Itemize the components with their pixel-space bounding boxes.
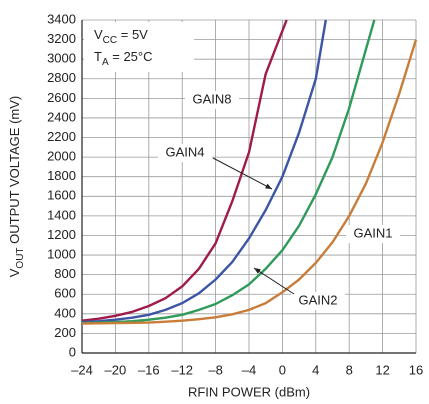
x-tick-label: –12 xyxy=(171,362,193,377)
x-axis-label: RFIN POWER (dBm) xyxy=(188,384,310,399)
y-tick-label: 3400 xyxy=(47,11,76,26)
y-tick-label: 2000 xyxy=(47,149,76,164)
y-tick-label: 1200 xyxy=(47,227,76,242)
y-tick-label: 1800 xyxy=(47,168,76,183)
arrow-head xyxy=(254,268,261,274)
x-tick-label: 0 xyxy=(279,362,286,377)
y-axis-label-main: V xyxy=(7,268,22,277)
y-tick-label: 1400 xyxy=(47,207,76,222)
y-tick-label: 600 xyxy=(54,286,76,301)
annotation-bg xyxy=(84,22,194,72)
x-tick-label: –16 xyxy=(138,362,160,377)
arrow-head xyxy=(265,183,272,189)
line-series xyxy=(81,39,418,325)
label-bg xyxy=(346,225,400,243)
annotation: TA = 25°C xyxy=(94,49,153,67)
label-bg xyxy=(185,91,239,109)
series-label: GAIN4 xyxy=(165,144,204,159)
y-tick-label: 3000 xyxy=(47,51,76,66)
y-axis-label-sub: OUT xyxy=(15,247,26,268)
y-tick-label: 1600 xyxy=(47,188,76,203)
y-tick-label: 2600 xyxy=(47,90,76,105)
x-tick-label: 4 xyxy=(312,362,319,377)
annotation-main: V xyxy=(94,27,103,42)
annotation: VCC = 5V xyxy=(94,27,148,45)
x-tick-label: 12 xyxy=(375,362,389,377)
x-tick-label: 16 xyxy=(409,362,423,377)
y-tick-label: 400 xyxy=(54,305,76,320)
y-tick-label: 2800 xyxy=(47,70,76,85)
line-series xyxy=(81,19,376,325)
line-series xyxy=(81,19,327,324)
y-axis-label-rest: OUTPUT VOLTAGE (mV) xyxy=(7,96,22,248)
x-tick-label: –8 xyxy=(208,362,222,377)
y-tick-label: 200 xyxy=(54,325,76,340)
annotation-sub: CC xyxy=(103,35,117,46)
y-axis-label: VOUT OUTPUT VOLTAGE (mV) xyxy=(7,96,25,277)
label-bg xyxy=(158,144,212,162)
series-label: GAIN2 xyxy=(298,292,337,307)
x-tick-label: –4 xyxy=(242,362,256,377)
y-tick-label: 800 xyxy=(54,266,76,281)
y-tick-label: 3200 xyxy=(47,31,76,46)
x-tick-label: –20 xyxy=(105,362,127,377)
label-bg xyxy=(291,292,345,310)
arrow-line xyxy=(212,157,273,190)
y-tick-label: 0 xyxy=(69,344,76,359)
y-tick-label: 1000 xyxy=(47,246,76,261)
arrow-line xyxy=(253,267,295,295)
y-tick-label: 2400 xyxy=(47,109,76,124)
series-label: GAIN8 xyxy=(192,91,231,106)
annotation-rest: = 25°C xyxy=(109,49,153,64)
annotation-rest: = 5V xyxy=(117,27,148,42)
series-label: GAIN1 xyxy=(353,225,392,240)
x-tick-label: 8 xyxy=(346,362,353,377)
annotation-main: T xyxy=(94,49,102,64)
annotation-sub: A xyxy=(102,57,109,68)
line-series xyxy=(81,19,288,322)
x-tick-label: –24 xyxy=(71,362,93,377)
y-tick-label: 2200 xyxy=(47,129,76,144)
